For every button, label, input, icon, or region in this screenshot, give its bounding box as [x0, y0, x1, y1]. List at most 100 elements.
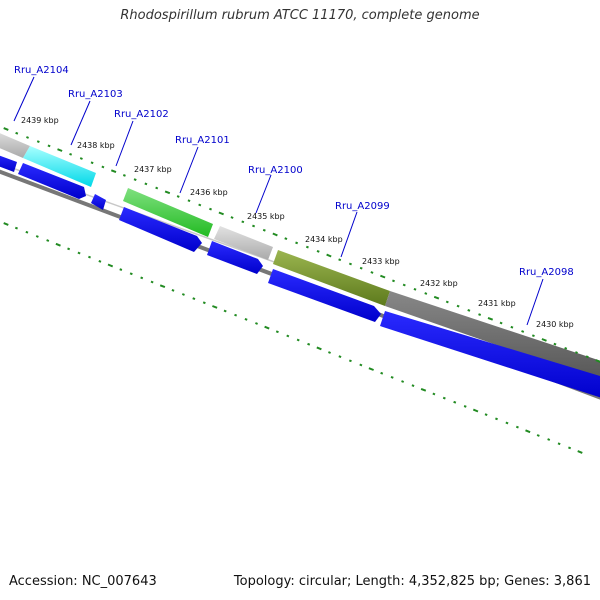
tick-minor	[122, 174, 126, 177]
leader-line	[115, 120, 134, 167]
tick-minor	[171, 288, 175, 292]
leader-line	[179, 146, 199, 194]
tick-minor	[495, 417, 498, 421]
tick-minor	[140, 276, 144, 280]
genome-summary-text: Topology: circular; Length: 4,352,825 bp…	[233, 574, 591, 589]
tick-minor	[262, 228, 266, 232]
tick-minor	[35, 235, 39, 238]
tick-minor	[98, 259, 102, 263]
tick-minor	[187, 199, 191, 203]
tick-minor	[144, 182, 148, 186]
tick-minor	[380, 371, 384, 375]
tick-minor	[445, 300, 449, 304]
leader-line	[526, 278, 544, 326]
tick-minor	[359, 363, 363, 367]
cds-arrow	[380, 311, 600, 398]
kbp-label: 2437 kbp	[134, 165, 172, 174]
gene-labels: Rru_A2104 Rru_A2103 Rru_A2102 Rru_A2101 …	[13, 65, 574, 326]
tick-minor	[77, 251, 81, 255]
kbp-label: 2435 kbp	[247, 212, 285, 221]
tick-major	[212, 305, 218, 309]
tick-minor	[553, 342, 557, 346]
tick-minor	[328, 351, 331, 354]
cds-track	[0, 155, 600, 398]
tick-minor	[307, 342, 311, 346]
tick-minor	[411, 384, 415, 388]
tick-minor	[359, 266, 363, 270]
kbp-label: 2434 kbp	[305, 235, 343, 244]
tick-minor	[370, 271, 374, 274]
tick-minor	[295, 241, 299, 245]
tick-minor	[101, 165, 105, 169]
gene-label: Rru_A2103	[68, 89, 123, 100]
tick-minor	[155, 186, 159, 190]
tick-minor	[521, 330, 525, 333]
tick-minor	[316, 249, 320, 253]
tick-major	[326, 253, 332, 258]
tick-major	[487, 316, 494, 321]
feature-block-gray	[0, 133, 30, 158]
map-title: Rhodospirillum rubrum ATCC 11170, comple…	[120, 8, 480, 23]
tick-minor	[90, 161, 94, 165]
tick-major	[525, 429, 531, 434]
tick-minor	[585, 355, 589, 359]
tick-major	[316, 346, 322, 351]
tick-minor	[338, 258, 342, 262]
tick-major	[55, 242, 61, 247]
tick-major	[272, 232, 278, 237]
tick-major	[110, 169, 117, 174]
leader-line	[13, 76, 35, 122]
tick-major	[264, 325, 270, 330]
tick-minor	[392, 279, 395, 283]
accession-text: Accession: NC_007643	[9, 574, 157, 589]
feature-block-green	[123, 188, 213, 237]
tick-minor	[150, 280, 154, 284]
tick-major	[3, 222, 9, 226]
tick-minor	[46, 239, 50, 242]
tick-minor	[515, 425, 519, 429]
tick-minor	[133, 178, 137, 182]
tick-minor	[484, 413, 488, 417]
tick-major	[420, 387, 427, 392]
tick-minor	[176, 195, 180, 198]
tick-minor	[442, 396, 446, 400]
tick-minor	[424, 292, 428, 295]
tick-minor	[338, 355, 342, 359]
tick-minor	[286, 334, 290, 338]
tick-major	[57, 148, 63, 152]
leader-line	[255, 174, 272, 214]
feature-block-cyan	[23, 146, 96, 187]
tick-minor	[181, 293, 185, 296]
tick-minor	[467, 308, 471, 312]
tick-minor	[275, 330, 279, 334]
tick-minor	[244, 317, 248, 321]
tick-major	[433, 295, 440, 300]
tick-major	[164, 190, 171, 195]
tick-minor	[36, 140, 40, 144]
gene-label: Rru_A2100	[248, 165, 303, 176]
tick-minor	[223, 309, 227, 313]
tick-minor	[453, 400, 457, 404]
leader-line	[70, 100, 91, 146]
tick-major	[107, 263, 114, 268]
kbp-labels: 2439 kbp 2438 kbp 2437 kbp 2436 kbp 2435…	[21, 116, 574, 329]
cds-arrow	[91, 194, 106, 210]
tick-minor	[499, 321, 503, 325]
tick-minor	[230, 216, 234, 219]
tick-minor	[198, 203, 202, 207]
tick-minor	[296, 338, 300, 342]
tick-major	[380, 274, 386, 279]
gene-label: Rru_A2102	[114, 109, 169, 120]
cds-arrow	[119, 207, 202, 252]
tick-minor	[47, 144, 51, 148]
tick-minor	[505, 421, 509, 425]
gene-label: Rru_A2098	[519, 267, 574, 278]
tick-minor	[531, 334, 535, 338]
tick-minor	[26, 136, 29, 139]
kbp-label: 2436 kbp	[190, 188, 228, 197]
tick-minor	[14, 226, 18, 230]
cds-arrow	[0, 155, 17, 172]
tick-minor	[401, 380, 405, 383]
tick-minor	[129, 272, 133, 276]
